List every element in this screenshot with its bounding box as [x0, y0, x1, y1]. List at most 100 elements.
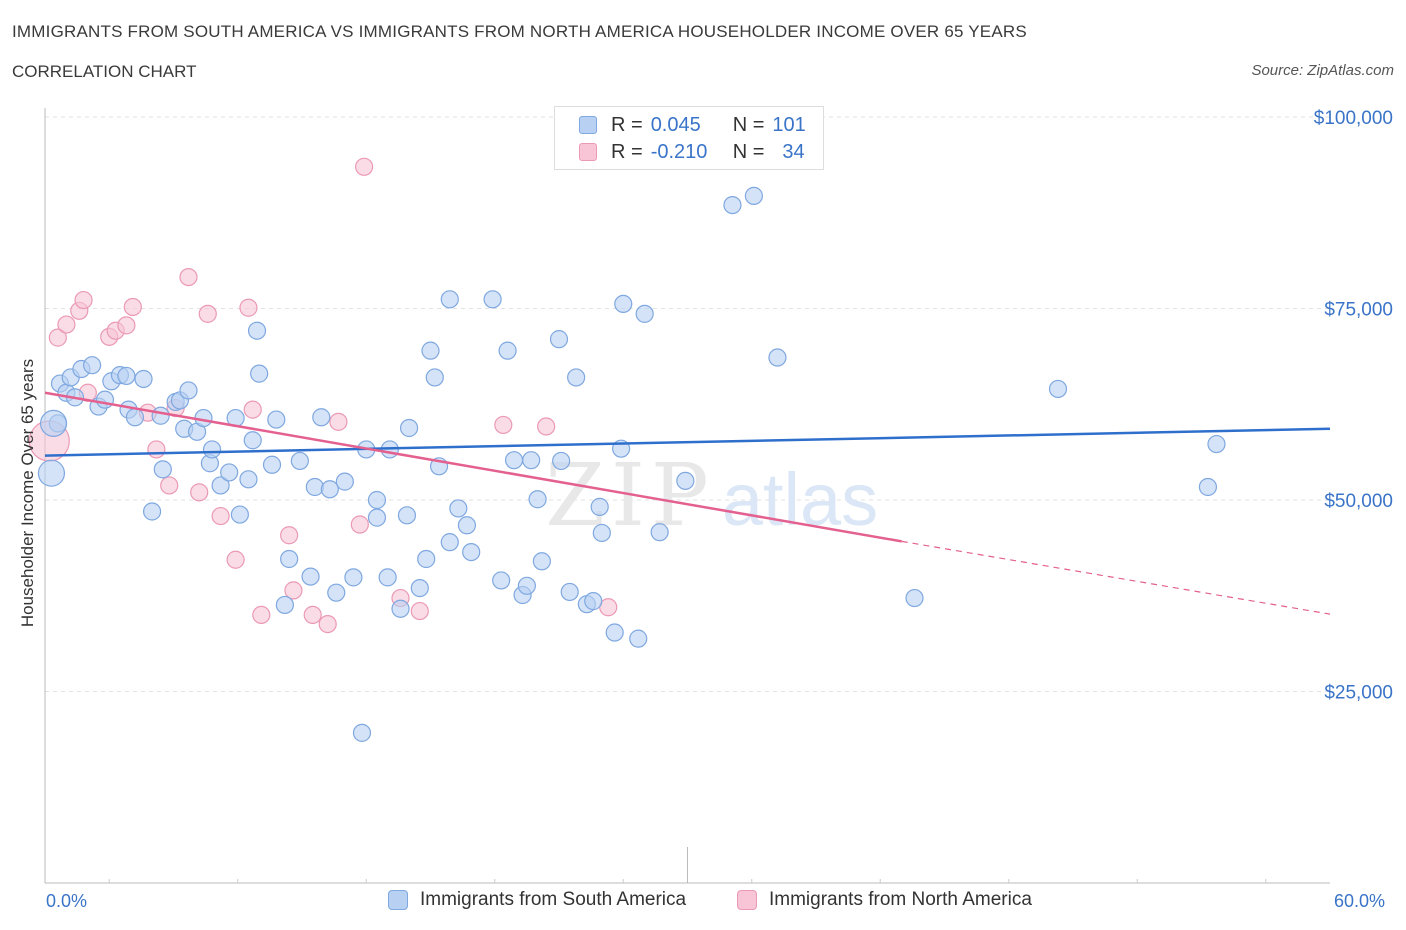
north-america-point — [494, 415, 513, 435]
south-america-point — [676, 471, 695, 490]
legend-item-south: Immigrants from South America — [388, 889, 686, 911]
south-america-point — [280, 549, 299, 569]
legend-swatch-south — [388, 890, 408, 910]
south-america-point — [462, 542, 481, 562]
south-america-point — [327, 583, 346, 602]
south-america-point — [905, 588, 924, 608]
south-america-point — [425, 368, 444, 387]
north-america-point — [410, 601, 429, 621]
south-america-point — [250, 364, 269, 383]
south-america-point — [635, 304, 654, 323]
south-america-point — [440, 290, 459, 309]
south-america-point — [151, 406, 170, 425]
stat-row-south: R = 0.045 N = 101 — [579, 112, 806, 138]
south-america-point — [584, 592, 603, 611]
trend-line-north-extension — [901, 540, 1331, 615]
south-america-point — [202, 440, 222, 459]
south-america-point — [312, 408, 331, 427]
north-america-point — [147, 440, 166, 459]
north-america-point — [537, 417, 556, 436]
north-america-point — [329, 412, 348, 431]
south-america-point — [421, 341, 440, 360]
south-america-point — [498, 341, 517, 360]
south-america-point — [320, 480, 339, 499]
south-america-point — [134, 369, 153, 389]
grid-lines — [45, 116, 1330, 692]
south-america-point — [567, 368, 586, 387]
watermark: ZIP atlas — [545, 446, 878, 546]
south-america-point — [399, 418, 419, 438]
south-america-points — [37, 133, 1226, 742]
north-america-point — [284, 581, 303, 600]
south-america-point — [440, 533, 459, 552]
correlation-stats-box: R = 0.045 N = 101 R = -0.210 N = 34 — [554, 106, 824, 170]
watermark-atlas: atlas — [722, 458, 878, 541]
north-america-point — [318, 614, 337, 634]
north-america-point — [350, 515, 369, 534]
y-tick-label: $50,000 — [1324, 491, 1393, 512]
south-america-point — [211, 476, 230, 495]
north-america-point — [123, 297, 142, 317]
north-america-point — [239, 298, 258, 317]
south-america-point — [262, 455, 282, 474]
legend-swatch-north — [737, 890, 757, 910]
south-america-point — [605, 623, 624, 642]
south-america-point — [335, 472, 354, 491]
south-america-point — [549, 330, 569, 349]
legend-item-north: Immigrants from North America — [737, 889, 1032, 911]
south-america-point — [532, 552, 551, 571]
r-label: R = — [611, 140, 643, 163]
north-america-point — [198, 304, 217, 323]
south-america-point — [768, 348, 787, 367]
south-america-point — [614, 294, 633, 314]
south-america-point — [1198, 477, 1218, 497]
n-label: N = — [732, 140, 765, 163]
r-label: R = — [611, 113, 643, 136]
south-america-point — [275, 595, 294, 615]
north-america-point — [74, 290, 93, 310]
legend-label-south: Immigrants from South America — [420, 889, 687, 910]
south-america-point — [305, 477, 324, 497]
south-america-point — [153, 460, 172, 479]
south-america-point — [39, 409, 68, 437]
axes — [44, 108, 1330, 884]
south-america-point — [179, 381, 198, 400]
north-america-point — [355, 157, 374, 176]
north-america-point — [179, 267, 198, 287]
south-america-point — [267, 410, 286, 429]
r-value-south: 0.045 — [650, 113, 701, 136]
north-america-point — [57, 315, 76, 334]
y-tick-label: $75,000 — [1324, 300, 1393, 321]
north-america-point — [190, 483, 209, 502]
south-america-point — [37, 459, 66, 487]
south-america-point — [528, 490, 547, 509]
north-america-point — [48, 328, 67, 347]
north-america-point — [160, 476, 179, 495]
south-america-point — [504, 451, 524, 470]
south-america-point — [125, 408, 145, 427]
south-america-point — [247, 321, 267, 340]
chart-subtitle: CORRELATION CHART — [12, 62, 197, 81]
n-value-north: 34 — [782, 140, 805, 163]
trend-line-south — [44, 427, 1331, 457]
south-america-point — [230, 505, 249, 524]
south-america-point — [95, 390, 115, 409]
chart-title: IMMIGRANTS FROM SOUTH AMERICA VS IMMIGRA… — [12, 22, 1027, 41]
north-america-points — [28, 157, 618, 634]
south-america-point — [492, 571, 511, 590]
north-america-point — [252, 605, 271, 625]
north-america-point — [303, 605, 322, 625]
trend-lines — [44, 391, 1331, 615]
south-america-point — [83, 356, 102, 375]
south-america-point — [397, 506, 417, 525]
south-america-point — [344, 568, 363, 587]
south-america-point — [367, 490, 387, 510]
y-tick-label: $25,000 — [1324, 683, 1393, 704]
y-axis-label: Householder Income Over 65 years — [18, 358, 37, 628]
south-america-point — [723, 195, 742, 215]
south-america-point — [650, 523, 669, 542]
trend-line-north — [44, 391, 902, 543]
watermark-zip: ZIP — [545, 446, 715, 546]
south-america-point — [239, 470, 258, 489]
